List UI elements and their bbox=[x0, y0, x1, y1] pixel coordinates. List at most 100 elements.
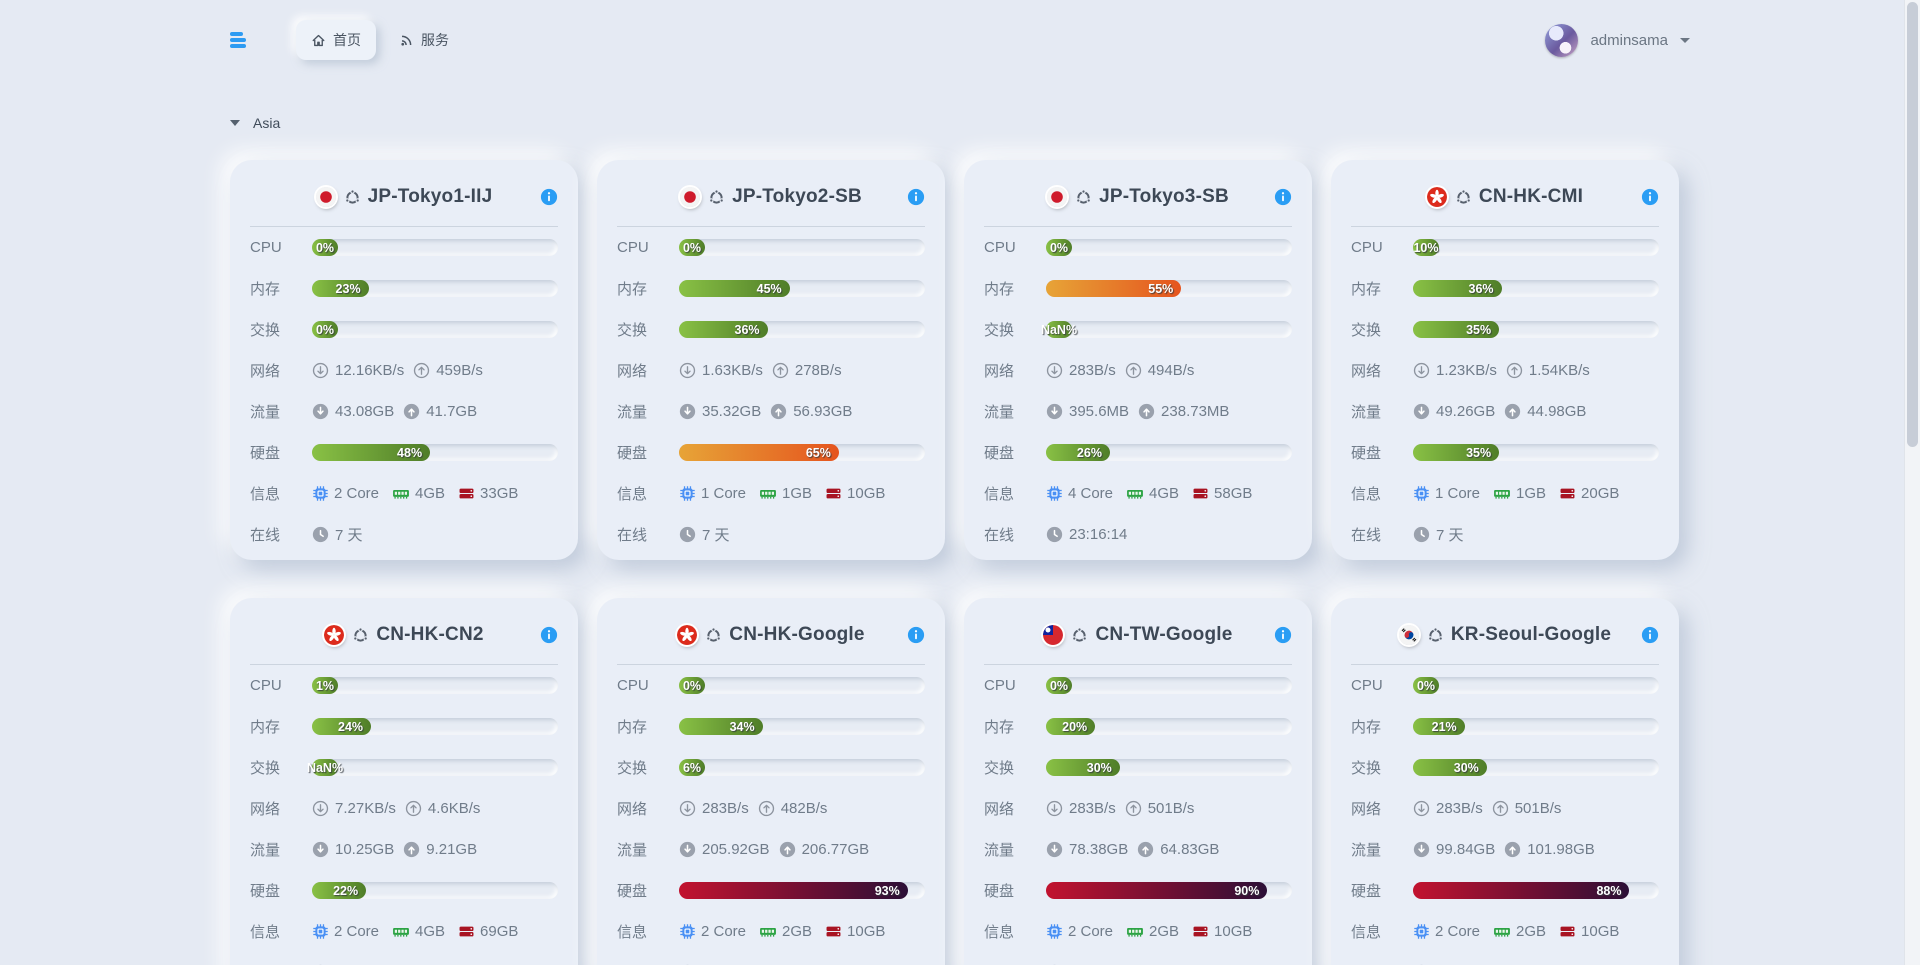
info-button[interactable] bbox=[907, 188, 925, 206]
arrow-down-circle-solid-icon bbox=[312, 841, 329, 858]
cpu-label: CPU bbox=[1351, 239, 1383, 256]
swap-progress: 30% bbox=[1046, 759, 1292, 776]
arrow-down-circle-solid-icon bbox=[312, 403, 329, 420]
traffic-down-value: 49.26GB bbox=[1436, 403, 1496, 420]
nav-tabs: 首页 服务 bbox=[296, 20, 464, 60]
ram-stick-icon bbox=[1126, 923, 1144, 941]
uptime-row: 在线 7 天 bbox=[617, 952, 925, 965]
traffic-row: 流量 205.92GB 206.77GB bbox=[617, 829, 925, 870]
cpu-percent: 10% bbox=[1413, 240, 1439, 255]
uptime-value: 23:16:14 bbox=[1069, 526, 1128, 543]
traffic-down-value: 78.38GB bbox=[1069, 841, 1129, 858]
card-header: CN-HK-Google bbox=[617, 612, 925, 658]
cpu-progress: 0% bbox=[1046, 239, 1292, 256]
memory-percent: 55% bbox=[1148, 281, 1174, 296]
network-row: 网络 12.16KB/s 459B/s bbox=[250, 350, 558, 391]
header-divider bbox=[250, 226, 558, 227]
server-stack-icon[interactable] bbox=[230, 31, 246, 49]
server-card: CN-HK-Google CPU 0% 内存 34% 交换 6% 网络 bbox=[597, 598, 945, 965]
info-row: 信息 2 Core 4GB bbox=[250, 911, 558, 952]
info-button[interactable] bbox=[1274, 626, 1292, 644]
network-row: 网络 1.23KB/s 1.54KB/s bbox=[1351, 350, 1659, 391]
header-divider bbox=[984, 226, 1292, 227]
hdd-stack-icon bbox=[458, 485, 475, 502]
ubuntu-logo-icon bbox=[708, 188, 725, 206]
cpu-chip-icon bbox=[312, 485, 329, 502]
ram-stick-icon bbox=[392, 923, 410, 941]
card-header: JP-Tokyo3-SB bbox=[984, 174, 1292, 220]
flag-icon bbox=[1426, 187, 1447, 207]
flag-icon bbox=[1043, 625, 1064, 645]
disk-percent: 93% bbox=[874, 883, 900, 898]
cpu-row: CPU 1% bbox=[250, 665, 558, 706]
info-button[interactable] bbox=[907, 626, 925, 644]
disk-percent: 90% bbox=[1234, 883, 1260, 898]
arrow-up-circle-solid-icon bbox=[779, 841, 796, 858]
ram-stick-icon bbox=[759, 923, 777, 941]
cpu-row: CPU 0% bbox=[984, 665, 1292, 706]
arrow-down-circle-outline-icon bbox=[1046, 800, 1063, 817]
header-divider bbox=[1351, 664, 1659, 665]
info-button[interactable] bbox=[540, 626, 558, 644]
swap-label: 交换 bbox=[1351, 322, 1382, 339]
uptime-label: 在线 bbox=[250, 527, 281, 544]
clock-icon bbox=[1413, 526, 1430, 543]
memory-percent: 45% bbox=[756, 281, 782, 296]
info-button[interactable] bbox=[1274, 188, 1292, 206]
disk-row: 硬盘 93% bbox=[617, 870, 925, 911]
swap-row: 交换 30% bbox=[984, 747, 1292, 788]
avatar bbox=[1545, 23, 1579, 57]
uptime-row: 在线 7 天 bbox=[250, 514, 558, 555]
arrow-down-circle-outline-icon bbox=[1413, 362, 1430, 379]
cpu-chip-icon bbox=[1046, 485, 1063, 502]
server-grid: JP-Tokyo1-IIJ CPU 0% 内存 23% 交换 0% 网络 bbox=[230, 160, 1690, 965]
net-down-value: 283B/s bbox=[1069, 800, 1116, 817]
flag-icon bbox=[1047, 187, 1068, 207]
memory-row: 内存 21% bbox=[1351, 706, 1659, 747]
traffic-up-value: 64.83GB bbox=[1160, 841, 1220, 858]
disk-total-value: 69GB bbox=[480, 923, 519, 940]
disk-row: 硬盘 88% bbox=[1351, 870, 1659, 911]
traffic-row: 流量 43.08GB 41.7GB bbox=[250, 391, 558, 432]
ram-value: 4GB bbox=[415, 923, 446, 940]
user-menu[interactable]: adminsama bbox=[1545, 23, 1690, 57]
network-row: 网络 283B/s 501B/s bbox=[1351, 788, 1659, 829]
info-label: 信息 bbox=[250, 924, 281, 941]
swap-percent: 35% bbox=[1466, 322, 1492, 337]
card-header: KR-Seoul-Google bbox=[1351, 612, 1659, 658]
ram-stick-icon bbox=[392, 485, 410, 503]
cpu-progress: 0% bbox=[312, 239, 558, 256]
ram-value: 1GB bbox=[1516, 485, 1547, 502]
info-label: 信息 bbox=[1351, 486, 1382, 503]
cpu-row: CPU 0% bbox=[984, 227, 1292, 268]
arrow-up-circle-solid-icon bbox=[1138, 403, 1155, 420]
traffic-up-value: 41.7GB bbox=[426, 403, 478, 420]
disk-total-value: 10GB bbox=[847, 485, 886, 502]
arrow-up-circle-outline-icon bbox=[1125, 800, 1142, 817]
section-asia-toggle[interactable]: Asia bbox=[230, 114, 1690, 132]
swap-label: 交换 bbox=[1351, 760, 1382, 777]
scrollbar-thumb[interactable] bbox=[1907, 2, 1918, 447]
disk-row: 硬盘 90% bbox=[984, 870, 1292, 911]
net-up-value: 501B/s bbox=[1147, 800, 1195, 817]
info-row: 信息 1 Core 1GB bbox=[617, 473, 925, 514]
cpu-label: CPU bbox=[984, 677, 1016, 694]
swap-percent: 0% bbox=[315, 322, 335, 337]
memory-label: 内存 bbox=[250, 719, 281, 736]
cpu-label: CPU bbox=[250, 239, 282, 256]
traffic-label: 流量 bbox=[250, 404, 281, 421]
cpu-percent: 0% bbox=[1049, 240, 1069, 255]
info-button[interactable] bbox=[540, 188, 558, 206]
swap-row: 交换 NaN% bbox=[250, 747, 558, 788]
card-header: CN-TW-Google bbox=[984, 612, 1292, 658]
tab-home[interactable]: 首页 bbox=[296, 20, 376, 60]
memory-progress: 55% bbox=[1046, 280, 1292, 297]
memory-label: 内存 bbox=[250, 281, 281, 298]
arrow-up-circle-solid-icon bbox=[1504, 841, 1521, 858]
info-button[interactable] bbox=[1641, 188, 1659, 206]
info-button[interactable] bbox=[1641, 626, 1659, 644]
server-name: JP-Tokyo1-IIJ bbox=[367, 186, 493, 207]
rss-icon bbox=[399, 33, 414, 48]
tab-services[interactable]: 服务 bbox=[384, 20, 464, 60]
memory-label: 内存 bbox=[617, 719, 648, 736]
